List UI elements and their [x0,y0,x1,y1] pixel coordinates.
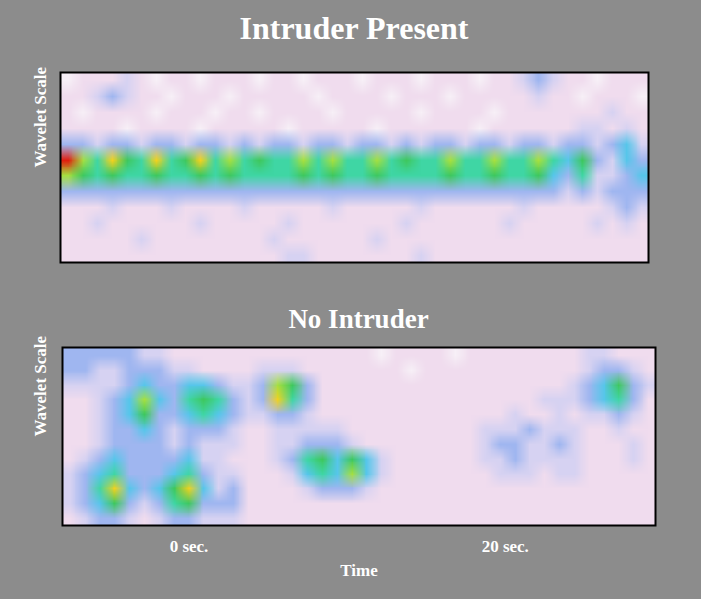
html-text:No Intruder: No Intruder [288,304,429,334]
svg-text:20 sec.: 20 sec. [482,537,529,556]
html-text:Intruder Present: Intruder Present [239,10,469,46]
svg-text:Time: Time [340,561,378,580]
svg-text:Wavelet Scale: Wavelet Scale [31,66,50,167]
svg-text:Wavelet Scale: Wavelet Scale [31,335,50,436]
svg-text:0 sec.: 0 sec. [170,537,209,556]
